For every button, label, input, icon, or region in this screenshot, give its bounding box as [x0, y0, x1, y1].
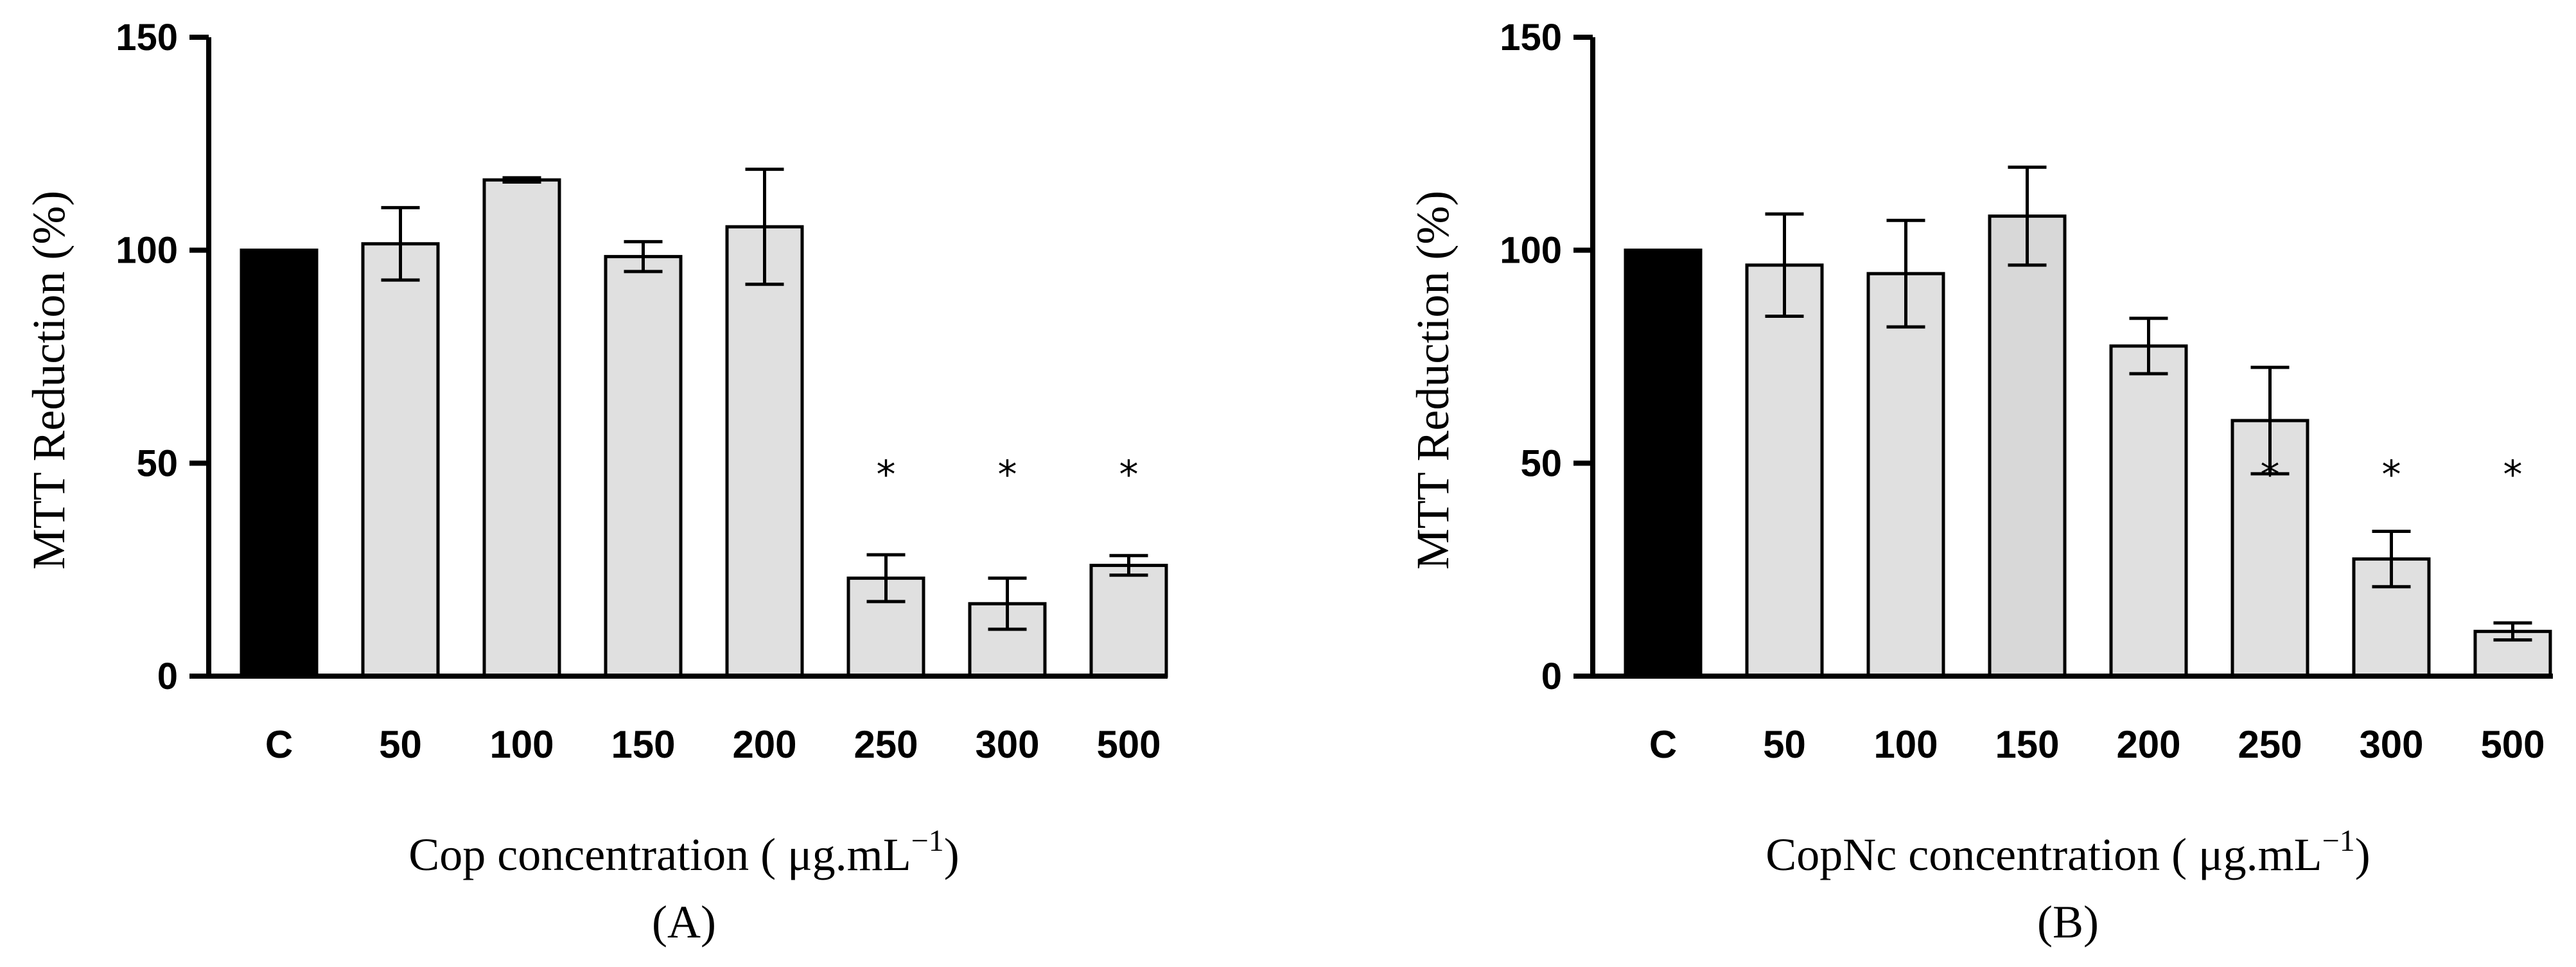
panel-b-significance-250: *: [2261, 452, 2280, 497]
panel-a-bar-100: [482, 178, 561, 678]
panel-a-significance-markers: * * *: [877, 452, 1139, 497]
panel-b-y-tick-label: 50: [1520, 442, 1562, 484]
panel-b-y-tick-label: 100: [1500, 230, 1562, 272]
panel-a-y-tick-label: 50: [136, 442, 178, 484]
panel-b-y-axis-title: MTT Reduction (%): [1407, 191, 1459, 570]
panel-b-bar-150: [1988, 214, 2067, 678]
panel-b-error-bars: [1765, 165, 2532, 642]
panel-a-y-tick-label: 150: [116, 17, 178, 58]
panel-b-x-axis-title: CopNc concentration ( μg.mL−1): [1766, 824, 2370, 880]
panel-a-bar-200: [725, 225, 804, 678]
panel-b-error-bar-200: [2129, 317, 2168, 376]
panel-b-error-bar-500: [2493, 621, 2532, 642]
panel-a-y-axis-title: MTT Reduction (%): [23, 191, 74, 570]
panel-a-bar-50: [361, 242, 440, 678]
panel-a-bar-C: [240, 248, 319, 678]
panel-a-x-axis-title: Cop concentration ( μg.mL−1): [408, 824, 959, 880]
panel-a-x-tick-label: 50: [379, 723, 422, 766]
panel-b-x-tick-labels: C 50 100 150 200 250 300 500: [1649, 723, 2545, 766]
panel-b-bar-50: [1745, 263, 1824, 678]
panel-b-y-tick-label: 0: [1541, 656, 1562, 697]
panel-a-error-bars: [381, 168, 1148, 631]
panel-b-x-tick-label: C: [1649, 723, 1677, 766]
panel-a-x-tick-label: 100: [489, 723, 554, 766]
panel-a-error-bar-500: [1109, 553, 1148, 577]
panel-b-bar-C: [1624, 248, 1703, 678]
panel-a-significance-500: *: [1119, 452, 1139, 497]
panel-a-bar-500: [1089, 564, 1168, 678]
panel-b-x-tick-label: 250: [2238, 723, 2302, 766]
panel-a-error-bar-300: [988, 576, 1027, 631]
panel-a-x-tick-label: 150: [611, 723, 675, 766]
panel-a-bar-150: [604, 255, 683, 678]
panel-b-y-tick-label: 150: [1500, 17, 1562, 58]
panel-a-label: (A): [652, 896, 716, 948]
panel-a-error-bar-100: [502, 176, 541, 184]
panel-a-error-bar-250: [866, 553, 906, 604]
panel-a-y-tick-label: 100: [116, 230, 178, 272]
panel-b-error-bar-250: [2250, 365, 2290, 476]
panel-b-bars: [1624, 214, 2552, 678]
panel-b-significance-300: *: [2382, 452, 2401, 497]
panel-a-error-bar-200: [745, 168, 784, 286]
panel-b-y-tick-labels: 0 50 100 150: [1500, 17, 1562, 697]
panel-a-error-bar-50: [381, 205, 420, 282]
panel-a-x-tick-label: 250: [854, 723, 918, 766]
panel-b-chart: * * * 0 50 100 150 C 50 100 150 200 250 300 500 MTT …: [1407, 17, 2553, 948]
panel-b-x-tick-label: 500: [2480, 723, 2545, 766]
panel-a-significance-250: *: [877, 452, 896, 497]
panel-b-error-bar-100: [1886, 218, 1925, 329]
panel-a-error-bar-150: [624, 240, 663, 274]
panel-b-x-tick-label: 300: [2359, 723, 2423, 766]
panel-a-x-tick-label: C: [265, 723, 293, 766]
panel-a-x-tick-label: 300: [975, 723, 1039, 766]
panel-a-x-tick-label: 200: [732, 723, 796, 766]
panel-b-error-bar-150: [2008, 165, 2047, 267]
panel-a-y-tick-label: 0: [157, 656, 178, 697]
panel-b-significance-markers: * * *: [2261, 452, 2523, 497]
panel-b-bar-100: [1866, 272, 1945, 678]
panel-b-bar-200: [2109, 344, 2188, 678]
panel-a-axes: [189, 35, 1168, 679]
panel-b-axes: [1573, 35, 2553, 679]
panel-a-x-tick-label: 500: [1096, 723, 1161, 766]
panel-b-error-bar-50: [1765, 212, 1804, 318]
panel-a-x-tick-labels: C 50 100 150 200 250 300 500: [265, 723, 1161, 766]
panel-b-label: (B): [2037, 896, 2099, 948]
panel-b-x-tick-label: 100: [1873, 723, 1938, 766]
panel-a-y-tick-labels: 0 50 100 150: [116, 17, 178, 697]
panel-b-error-bar-300: [2372, 529, 2411, 589]
panel-a-chart: * * * 0 50 100 150 C 50 100 150 200 250 300 500 MTT …: [23, 17, 1168, 948]
panel-b-significance-500: *: [2503, 452, 2523, 497]
panel-a-bars: [240, 178, 1168, 678]
panel-b-x-tick-label: 50: [1763, 723, 1806, 766]
panel-b-x-tick-label: 200: [2116, 723, 2180, 766]
panel-b-x-tick-label: 150: [1995, 723, 2059, 766]
panel-a-significance-300: *: [998, 452, 1017, 497]
